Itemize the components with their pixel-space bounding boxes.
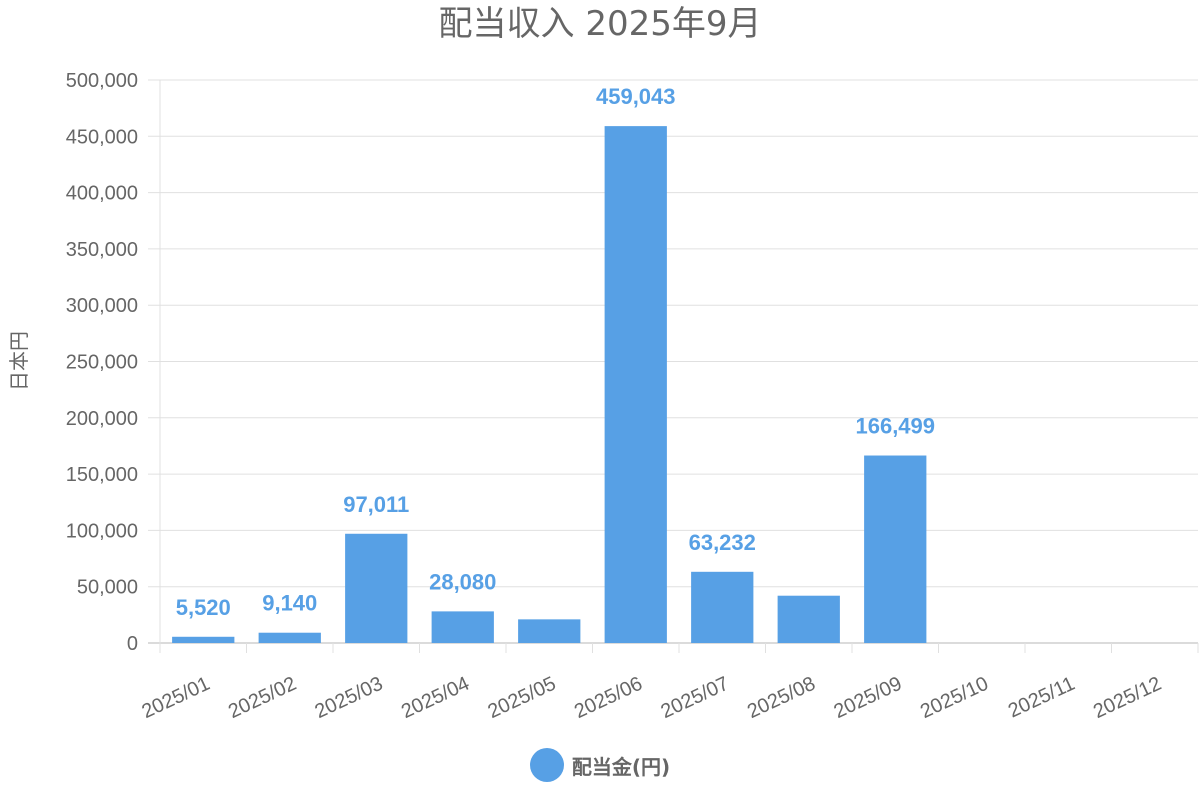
data-label: 9,140	[262, 591, 317, 616]
x-tick-label: 2025/08	[744, 673, 819, 723]
data-label: 5,520	[176, 595, 231, 620]
bar-2025-01[interactable]	[172, 636, 235, 643]
grid-lines	[148, 79, 1199, 653]
x-tick-label: 2025/05	[485, 673, 560, 723]
x-tick-label: 2025/12	[1090, 673, 1165, 723]
y-tick-label: 0	[127, 633, 138, 655]
y-axis-ticks: 0 50,000 100,000 150,000 200,000 250,000 300,0…	[66, 70, 138, 655]
bar-2025-04[interactable]	[431, 611, 494, 643]
bar-2025-03[interactable]	[345, 533, 408, 643]
data-label: 459,043	[596, 84, 676, 109]
bar-2025-02[interactable]	[258, 632, 321, 643]
bar-2025-08[interactable]	[777, 595, 840, 643]
chart-title: 配当収入 2025年9月	[439, 4, 762, 44]
bar-2025-06[interactable]	[604, 126, 667, 644]
x-tick-label: 2025/11	[1005, 673, 1078, 723]
bar-2025-07[interactable]	[691, 571, 754, 643]
y-axis-title: 日本円	[7, 331, 31, 391]
y-tick-label: 150,000	[66, 464, 138, 486]
x-tick-label: 2025/10	[917, 673, 992, 723]
data-labels: 5,520 9,140 97,011 28,080 459,043 63,232 166,4…	[176, 84, 935, 620]
x-tick-label: 2025/02	[225, 673, 300, 723]
y-tick-label: 300,000	[66, 295, 138, 317]
y-tick-label: 400,000	[66, 183, 138, 205]
legend-swatch-icon	[529, 748, 564, 782]
bar-2025-09[interactable]	[864, 455, 927, 643]
data-label: 28,080	[429, 569, 496, 594]
data-label: 166,499	[855, 414, 935, 439]
x-tick-label: 2025/09	[831, 673, 906, 723]
legend[interactable]: 配当金(円)	[0, 748, 1200, 782]
x-tick-label: 2025/06	[571, 673, 646, 723]
y-tick-label: 100,000	[66, 520, 138, 542]
x-tick-label: 2025/01	[139, 673, 214, 723]
y-tick-label: 350,000	[66, 239, 138, 261]
bar-2025-05[interactable]	[518, 619, 581, 643]
y-tick-label: 200,000	[66, 408, 138, 430]
legend-label: 配当金(円)	[571, 754, 671, 779]
y-tick-label: 500,000	[66, 70, 138, 92]
x-tick-label: 2025/07	[658, 673, 733, 723]
x-tick-label: 2025/03	[312, 673, 387, 723]
bar-series	[172, 126, 927, 644]
data-label: 97,011	[343, 492, 409, 517]
data-label: 63,232	[689, 530, 756, 555]
y-tick-label: 450,000	[66, 126, 138, 148]
y-tick-label: 250,000	[66, 352, 138, 374]
x-tick-label: 2025/04	[398, 673, 473, 723]
y-tick-label: 50,000	[77, 577, 138, 599]
x-axis-ticks: 2025/01 2025/02 2025/03 2025/04 2025/05 2025/…	[139, 673, 1165, 723]
